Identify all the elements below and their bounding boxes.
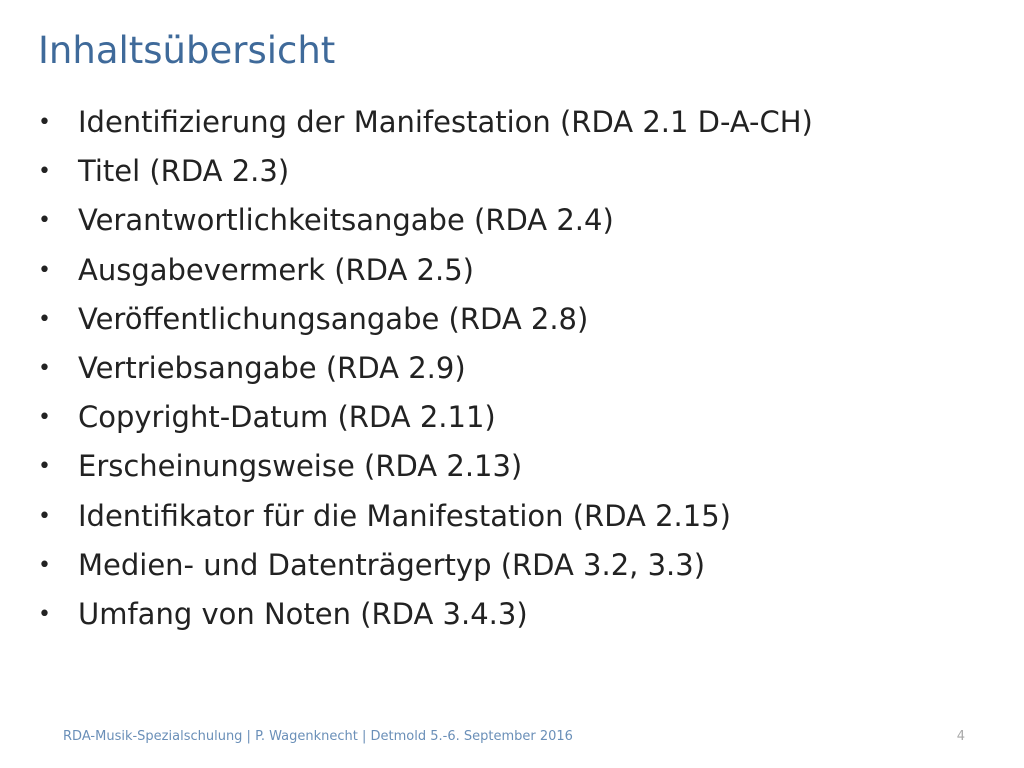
list-item-text: Medien- und Datenträgertyp (RDA 3.2, 3.3… [78, 547, 706, 582]
bullet-icon: • [38, 159, 51, 185]
list-item-text: Vertriebsangabe (RDA 2.9) [78, 350, 466, 385]
bullet-icon: • [38, 208, 51, 234]
bullet-icon: • [38, 601, 51, 627]
bullet-icon: • [38, 306, 51, 332]
list-item-text: Erscheinungsweise (RDA 2.13) [78, 449, 523, 484]
slide-title: Inhaltsübersicht [38, 29, 336, 72]
bullet-icon: • [38, 110, 51, 135]
bullet-icon: • [38, 405, 51, 431]
bullet-icon: • [38, 355, 51, 381]
bullet-icon: • [38, 454, 51, 480]
list-item-text: Identifizierung der Manifestation (RDA 2… [78, 105, 813, 139]
slide-footer: RDA-Musik-Spezialschulung | P. Wagenknec… [63, 729, 573, 744]
bullet-icon: • [38, 503, 51, 529]
list-item-text: Copyright-Datum (RDA 2.11) [78, 400, 496, 435]
list-item-text: Verantwortlichkeitsangabe (RDA 2.4) [78, 203, 614, 238]
page-number: 4 [956, 729, 965, 744]
bullet-icon: • [38, 257, 51, 283]
list-item-text: Umfang von Noten (RDA 3.4.3) [78, 596, 528, 631]
list-item-text: Veröffentlichungsangabe (RDA 2.8) [78, 301, 589, 336]
list-item-text: Titel (RDA 2.3) [78, 154, 290, 189]
bullet-icon: • [38, 552, 51, 578]
list-item-text: Ausgabevermerk (RDA 2.5) [78, 252, 474, 287]
list-item-text: Identifikator für die Manifestation (RDA… [78, 498, 731, 533]
